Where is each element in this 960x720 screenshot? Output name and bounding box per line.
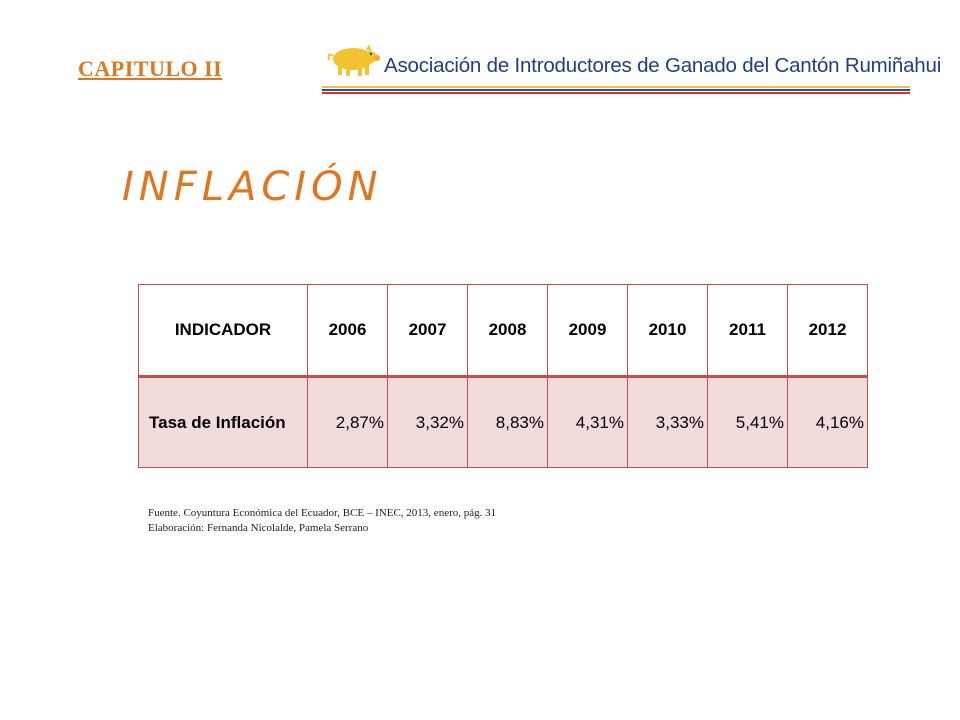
header-cell-2006: 2006 [307, 284, 388, 377]
chapter-label: CAPITULO II [78, 56, 223, 81]
value-cell-2007: 3,32% [387, 376, 468, 468]
header-cell-indicator: INDICADOR [138, 284, 308, 377]
row-label-inflation: Tasa de Inflación [138, 376, 308, 468]
header-cell-2011: 2011 [707, 284, 788, 377]
value-cell-2006: 2,87% [307, 376, 388, 468]
header-cell-2010: 2010 [627, 284, 708, 377]
banner-stripe-blue [322, 89, 910, 91]
source-note: Fuente. Coyuntura Económica del Ecuador,… [148, 506, 496, 536]
page-title: INFLACIÓN [122, 164, 383, 210]
value-cell-2010: 3,33% [627, 376, 708, 468]
pig-icon [322, 40, 382, 85]
header-cell-2008: 2008 [467, 284, 548, 377]
banner-stripe-red [322, 92, 910, 94]
organization-name: Asociación de Introductores de Ganado de… [384, 54, 942, 77]
table-header-row: INDICADOR 2006 2007 2008 2009 2010 2011 … [138, 284, 868, 377]
header-cell-2012: 2012 [787, 284, 868, 377]
source-line: Fuente. Coyuntura Económica del Ecuador,… [148, 507, 497, 519]
value-cell-2009: 4,31% [547, 376, 628, 468]
banner-stripe-yellow [322, 86, 910, 88]
inflation-table: INDICADOR 2006 2007 2008 2009 2010 2011 … [138, 284, 868, 468]
value-cell-2012: 4,16% [787, 376, 868, 468]
value-cell-2008: 8,83% [467, 376, 548, 468]
table-row: Tasa de Inflación 2,87% 3,32% 8,83% 4,31… [138, 376, 868, 468]
header-cell-2007: 2007 [387, 284, 468, 377]
header-cell-2009: 2009 [547, 284, 628, 377]
organization-banner: Asociación de Introductores de Ganado de… [322, 34, 941, 98]
value-cell-2011: 5,41% [707, 376, 788, 468]
authorship-line: Elaboración: Fernanda Nicolalde, Pamela … [148, 522, 369, 534]
